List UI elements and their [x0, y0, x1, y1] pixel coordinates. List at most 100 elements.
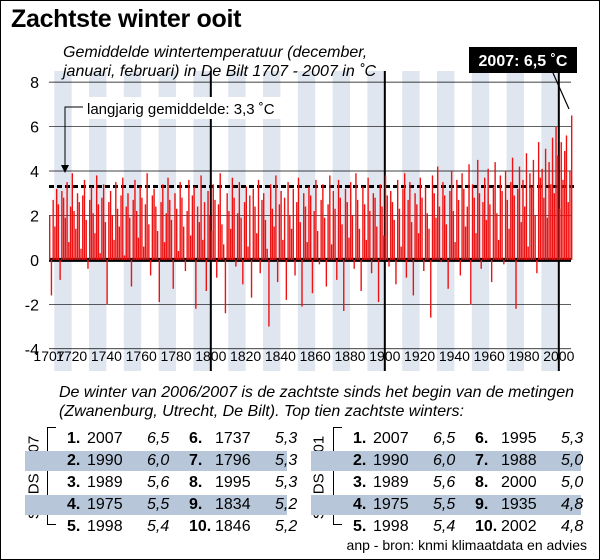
bar	[318, 259, 321, 265]
bar	[160, 202, 162, 260]
bar	[520, 222, 522, 260]
table-cell-y1: 2007	[87, 430, 123, 447]
bar	[515, 259, 517, 309]
bar	[313, 211, 315, 260]
bar	[306, 242, 308, 260]
bar	[511, 157, 514, 260]
bar	[50, 259, 53, 296]
bar	[123, 255, 126, 260]
bar	[437, 166, 439, 260]
bar	[144, 204, 147, 260]
bar	[176, 208, 178, 260]
x-tick-label: 1820	[230, 348, 261, 364]
bar	[87, 259, 89, 269]
x-tick-label: 1940	[439, 348, 470, 364]
bar	[287, 182, 289, 260]
bar	[428, 228, 430, 260]
bar	[205, 259, 207, 291]
x-tick-label: 1740	[91, 348, 122, 364]
bar	[188, 179, 190, 260]
table-cell-r1: 3.	[67, 474, 81, 491]
bar	[228, 211, 230, 260]
bar	[75, 228, 77, 260]
bar	[480, 259, 482, 269]
table-bracket	[333, 427, 342, 525]
bar	[363, 204, 366, 260]
bar	[195, 259, 197, 309]
bar	[66, 182, 68, 260]
bar	[407, 199, 409, 260]
bar	[489, 204, 491, 260]
table-cell-y1: 1998	[87, 518, 123, 535]
bars	[49, 115, 573, 327]
bar	[459, 259, 462, 276]
bar	[416, 204, 418, 260]
mean-label-bg	[81, 97, 287, 119]
bar	[551, 137, 554, 260]
bar	[410, 222, 413, 260]
bar	[169, 199, 171, 260]
bar	[109, 191, 112, 260]
bar	[508, 228, 510, 260]
bar	[299, 222, 301, 260]
bar	[377, 259, 380, 303]
bar	[196, 206, 199, 260]
bar	[369, 211, 371, 260]
bar	[210, 231, 213, 260]
table-cell-t2: 5,0	[561, 452, 584, 469]
bar	[365, 239, 368, 260]
bar	[198, 222, 201, 260]
table-cell-r1: 5.	[67, 518, 81, 535]
bar	[494, 162, 496, 260]
table-cell-y2: 2002	[501, 518, 537, 535]
bar	[186, 211, 188, 260]
bar	[111, 215, 114, 260]
bar	[360, 259, 362, 291]
bar	[301, 259, 303, 307]
bar	[442, 182, 444, 260]
decade-stripe	[437, 71, 455, 371]
bar	[485, 219, 488, 260]
bar	[219, 173, 221, 260]
bar	[315, 179, 317, 260]
table-cell-t1: 5,5	[147, 496, 170, 513]
bar	[125, 206, 127, 260]
table-cell-r2: 10.	[475, 518, 498, 535]
bar	[564, 151, 566, 260]
bar	[252, 188, 254, 260]
bar	[189, 235, 192, 260]
table-cell-t2: 5,3	[275, 474, 298, 491]
bar	[397, 179, 399, 260]
bar	[127, 193, 129, 260]
bar	[207, 191, 209, 260]
callout-pointer	[552, 72, 570, 110]
bar	[370, 259, 373, 274]
bar	[372, 193, 375, 260]
bar	[214, 199, 216, 260]
bar	[90, 186, 93, 260]
table-cell-r2: 7.	[189, 452, 203, 469]
annotations: Gemiddelde wintertemperatuur (december, j…	[61, 44, 577, 173]
table-cell-y1: 2007	[373, 430, 409, 447]
bar	[304, 206, 307, 260]
bar	[259, 259, 261, 274]
bar	[390, 191, 392, 260]
bar	[73, 211, 75, 260]
x-tick-label: 1920	[404, 348, 435, 364]
table-cell-t1: 5,6	[433, 474, 456, 491]
callout-text: 2007: 6,5 ˚C	[479, 53, 568, 70]
bar	[139, 186, 141, 260]
bar	[224, 259, 227, 314]
bar	[353, 259, 355, 269]
bar	[482, 202, 484, 260]
bar	[55, 188, 58, 260]
row-highlight	[311, 451, 581, 471]
bar	[484, 177, 486, 260]
bar	[405, 259, 408, 278]
table-cell-r2: 9.	[475, 496, 489, 513]
bar	[323, 217, 326, 260]
bar	[343, 259, 345, 311]
y-tick-label: 8	[30, 75, 39, 92]
callout-box	[469, 47, 577, 73]
bar	[182, 226, 185, 260]
